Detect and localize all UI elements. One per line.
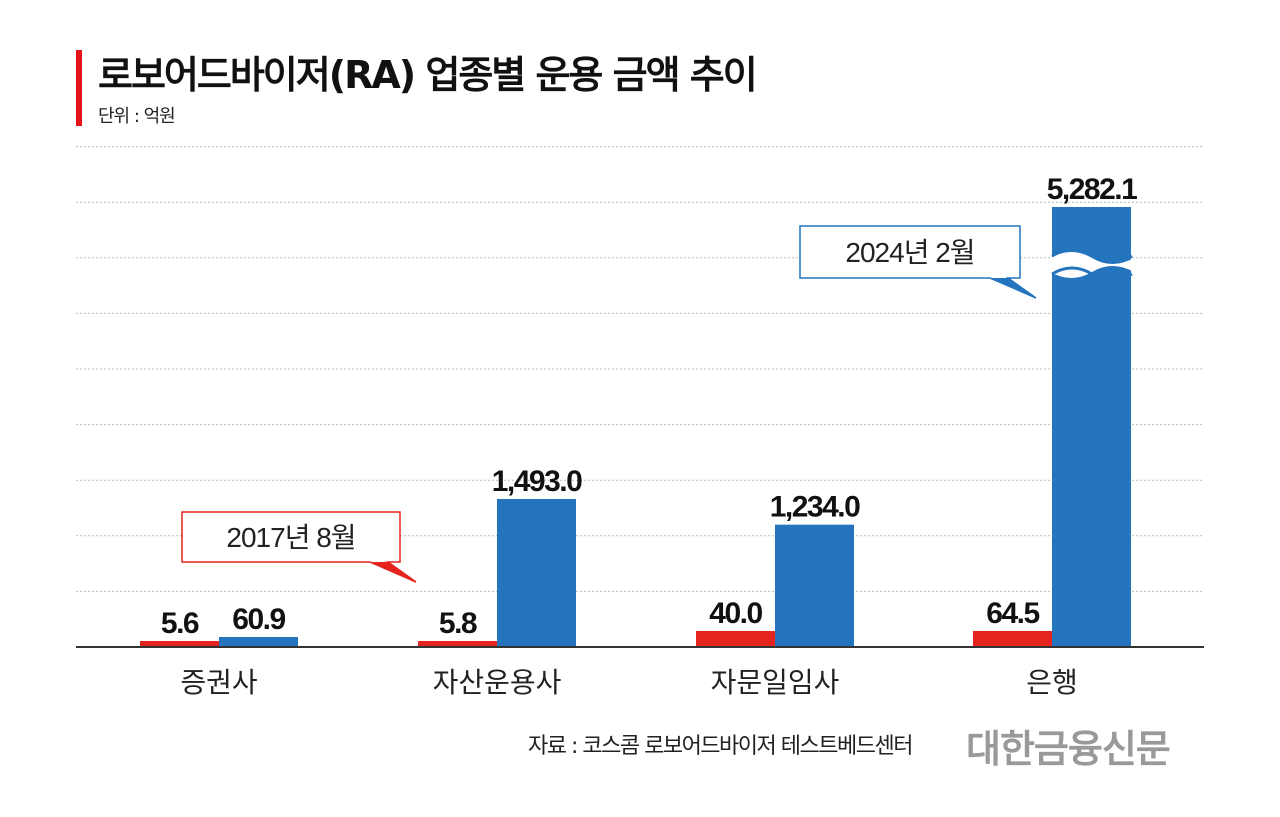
bar-2024 bbox=[219, 637, 298, 647]
source-note: 자료 : 코스콤 로보어드바이저 테스트베드센터 bbox=[528, 734, 913, 759]
publisher-logo: 대한금융신문 bbox=[966, 727, 1171, 771]
chart-title: 로보어드바이저(RA) 업종별 운용 금액 추이 bbox=[98, 53, 758, 97]
data-label: 64.5 bbox=[986, 597, 1039, 630]
bar-2024 bbox=[497, 499, 576, 647]
x-tick-label: 자산운용사 bbox=[433, 667, 562, 698]
axis-break-icon bbox=[1050, 252, 1134, 278]
title-accent-bar bbox=[76, 50, 82, 126]
callout-pointer-2017 bbox=[370, 562, 416, 582]
callout-pointer-2024 bbox=[990, 278, 1036, 298]
data-label: 40.0 bbox=[709, 597, 762, 630]
x-tick-label: 은행 bbox=[1026, 667, 1078, 698]
bar-2017 bbox=[973, 631, 1052, 647]
data-label: 1,234.0 bbox=[770, 491, 860, 524]
data-label: 5.6 bbox=[161, 607, 199, 640]
axis-break-line bbox=[1051, 248, 1133, 282]
data-label: 5.8 bbox=[439, 607, 477, 640]
legend-2024: 2024년 2월 bbox=[845, 237, 974, 268]
bar-2024 bbox=[775, 524, 854, 647]
data-label: 1,493.0 bbox=[492, 465, 582, 498]
x-tick-label: 증권사 bbox=[180, 667, 257, 698]
x-tick-label: 자문일임사 bbox=[711, 667, 840, 698]
bar-2017 bbox=[696, 631, 775, 647]
unit-label: 단위 : 억원 bbox=[98, 106, 176, 127]
data-label: 5,282.1 bbox=[1047, 173, 1137, 206]
bar-2017 bbox=[418, 641, 497, 647]
legend-2017: 2017년 8월 bbox=[226, 522, 355, 553]
data-label: 60.9 bbox=[232, 603, 285, 636]
bar-2017 bbox=[140, 641, 219, 647]
